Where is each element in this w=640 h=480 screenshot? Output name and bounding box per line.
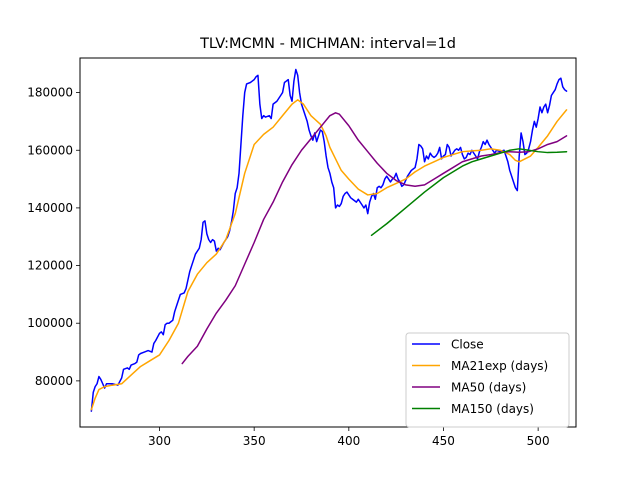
x-tick-label: 300 bbox=[148, 434, 171, 448]
y-tick-label: 160000 bbox=[27, 143, 73, 157]
chart-title: TLV:MCMN - MICHMAN: interval=1d bbox=[199, 36, 456, 52]
series-layer bbox=[90, 68, 568, 412]
y-tick-label: 180000 bbox=[27, 86, 73, 100]
y-tick-label: 140000 bbox=[27, 201, 73, 215]
legend-label-3: MA150 (days) bbox=[451, 402, 534, 416]
series-line-3 bbox=[370, 148, 568, 237]
y-axis: 80000 100000 120000 140000 160000 180000 bbox=[27, 86, 80, 388]
legend-label-2: MA50 (days) bbox=[451, 381, 526, 395]
x-tick-label: 400 bbox=[337, 434, 360, 448]
legend-label-0: Close bbox=[451, 338, 484, 352]
x-axis: 300 350 400 450 500 bbox=[148, 427, 550, 448]
series-line-1 bbox=[90, 99, 568, 411]
x-tick-label: 500 bbox=[527, 434, 550, 448]
axes-frame bbox=[79, 57, 577, 428]
y-tick-label: 120000 bbox=[27, 259, 73, 273]
series-line-0 bbox=[90, 68, 568, 412]
x-tick-label: 450 bbox=[432, 434, 455, 448]
x-tick-label: 350 bbox=[243, 434, 266, 448]
legend-box bbox=[405, 332, 570, 428]
y-tick-label: 80000 bbox=[35, 374, 73, 388]
legend: Close MA21exp (days) MA50 (days) MA150 (day… bbox=[405, 332, 570, 428]
y-tick-label: 100000 bbox=[27, 316, 73, 330]
legend-label-1: MA21exp (days) bbox=[451, 359, 548, 373]
